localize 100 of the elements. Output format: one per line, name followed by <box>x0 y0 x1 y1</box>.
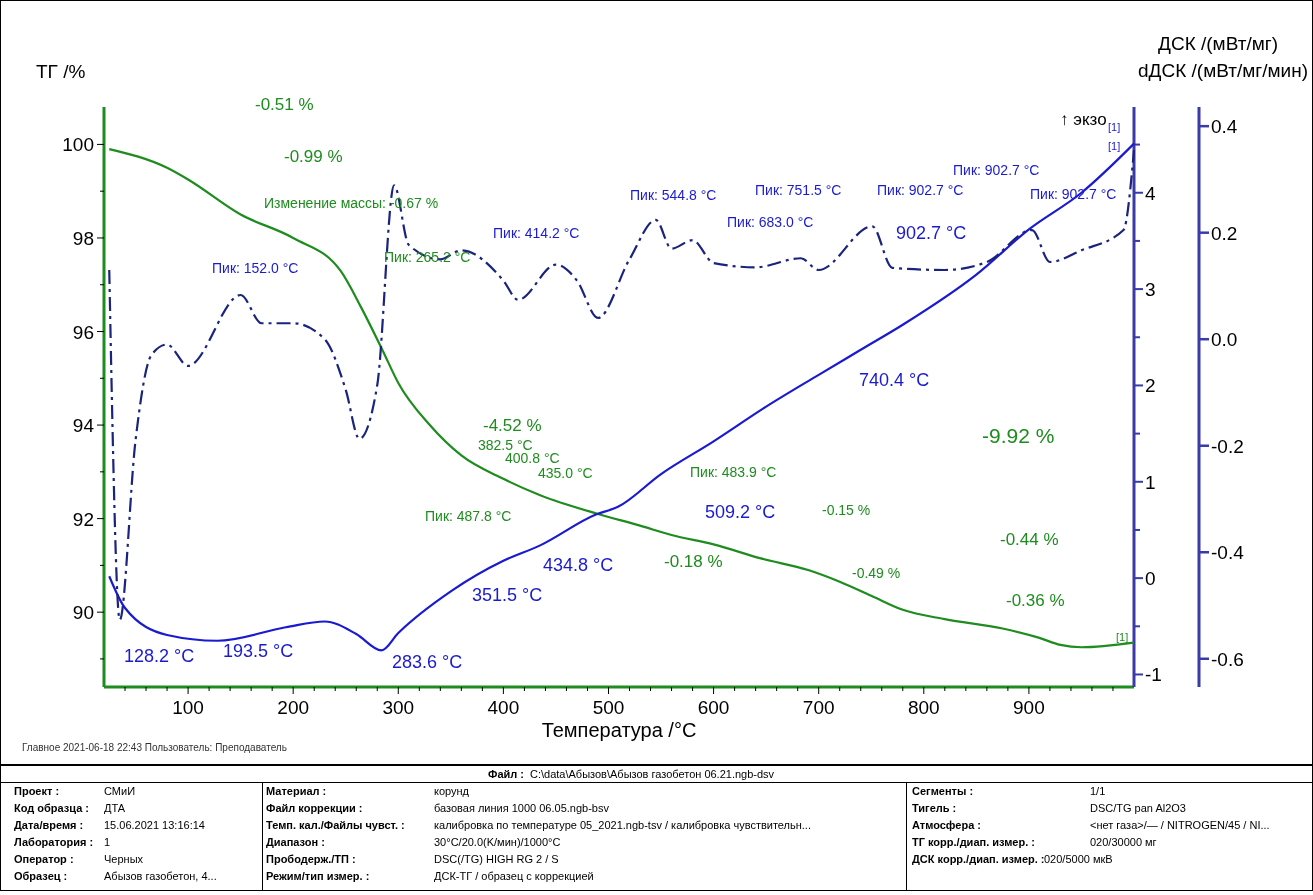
text: Режим/тип измер. : <box>266 870 370 882</box>
x-tick-label: 700 <box>802 697 835 718</box>
text: Темп. кал./Файлы чувст. : <box>266 819 405 831</box>
y-tick-label: 96 <box>72 321 94 343</box>
annotation: -0.36 % <box>1006 591 1065 610</box>
y-tick-label: 98 <box>72 227 94 249</box>
annotation: 740.4 °C <box>859 370 930 390</box>
text: Главное 2021-06-18 22:43 Пользователь: Преподаватель <box>22 742 287 753</box>
y2-tick-label: 3 <box>1145 279 1156 301</box>
text: Прободерж./ТП : <box>266 853 356 865</box>
text: Атмосфера : <box>912 819 982 831</box>
x-tick-label: 900 <box>1013 697 1045 718</box>
text: Черных <box>104 853 144 865</box>
text: ДСК корр./диап. измер. : <box>912 853 1045 865</box>
annotation: 400.8 °C <box>505 450 560 466</box>
annotation: -0.18 % <box>664 552 723 571</box>
text: ДТА <box>104 802 126 814</box>
annotation: 435.0 °C <box>538 465 593 481</box>
annotation: Пик: 683.0 °C <box>727 214 814 230</box>
x-tick-label: 500 <box>592 697 625 718</box>
annotation: Пик: 902.7 °C <box>953 162 1040 178</box>
text: Оператор : <box>14 853 74 865</box>
text: DSC/TG pan Al2O3 <box>1090 802 1186 814</box>
text: Образец : <box>14 870 68 882</box>
text: базовая линия 1000 06.05.ngb-bsv <box>434 802 610 814</box>
y-tick-label: 92 <box>72 508 94 530</box>
text: Проект : <box>14 785 60 797</box>
text: Лаборатория : <box>14 836 94 848</box>
text: 30°C/20.0(K/мин)/1000°C <box>434 836 561 848</box>
x-axis-title: Температура /°C <box>541 719 697 741</box>
annotation: Пик: 902.7 °C <box>877 182 964 198</box>
text: 1/1 <box>1090 785 1106 797</box>
x-tick-label: 200 <box>277 697 310 718</box>
annotation: 193.5 °C <box>223 641 294 661</box>
text: Диапазон : <box>266 836 325 848</box>
annotation: -0.51 % <box>255 95 314 114</box>
x-tick-label: 300 <box>382 697 415 718</box>
y2-tick-label: 0 <box>1145 568 1156 590</box>
annotation: 509.2 °C <box>705 502 776 522</box>
text: Файл : <box>488 768 524 780</box>
y3-tick-label: -0.6 <box>1211 648 1244 670</box>
text: C:\data\Абызов\Абызов газобетон 06.21.ngb-dsv <box>530 768 775 780</box>
text: Код образца : <box>14 802 90 814</box>
annotation: Пик: 414.2 °C <box>493 225 580 241</box>
text: 15.06.2021 13:16:14 <box>104 819 205 831</box>
y2-tick-label: -1 <box>1145 664 1162 686</box>
annotation: Пик: 544.8 °C <box>630 187 717 203</box>
text: Файл коррекции : <box>266 802 363 814</box>
text: Материал : <box>266 785 327 797</box>
text: СМиИ <box>104 785 136 797</box>
annotation: 283.6 °C <box>392 652 463 672</box>
annotation: -9.92 % <box>982 424 1055 447</box>
y3-tick-label: 0.2 <box>1211 222 1238 244</box>
text: Дата/время : <box>14 819 84 831</box>
annotation: 382.5 °C <box>478 437 533 453</box>
text: 020/5000 мкВ <box>1044 853 1113 865</box>
text: калибровка по температуре 05_2021.ngb-tsv / калибровка чувствительн... <box>434 819 811 831</box>
text: <нет газа>/— / NITROGEN/45 / NI... <box>1090 819 1270 831</box>
y2-tick-label: 2 <box>1145 375 1156 397</box>
annotation: -4.52 % <box>483 416 542 435</box>
annotation: 902.7 °C <box>896 223 967 243</box>
text: DSC(/TG) HIGH RG 2 / S <box>434 853 559 865</box>
y3-tick-label: -0.4 <box>1211 542 1245 564</box>
annotation: [1] <box>1116 631 1129 643</box>
annotation: Пик: 483.9 °C <box>690 464 777 480</box>
y-tick-label: 90 <box>72 602 94 624</box>
annotation: [1] <box>1108 140 1121 152</box>
x-tick-label: 600 <box>697 697 730 718</box>
annotation: -0.99 % <box>284 147 343 166</box>
annotation: 434.8 °C <box>543 555 614 575</box>
annotation: 351.5 °C <box>472 585 543 605</box>
y2-axis-title: ДСК /(мВт/мг) <box>1158 33 1278 54</box>
y3-tick-label: 0.4 <box>1211 116 1238 138</box>
annotation: -0.49 % <box>852 565 901 581</box>
text: 020/30000 мг <box>1090 836 1157 848</box>
y3-tick-label: 0.0 <box>1211 329 1238 351</box>
y-tick-label: 94 <box>72 415 95 437</box>
annotation: Пик: 152.0 °C <box>212 260 299 276</box>
text: корунд <box>434 785 470 797</box>
x-tick-label: 800 <box>907 697 940 718</box>
annotation: Пик: 487.8 °C <box>425 508 512 524</box>
y2-tick-label: 4 <box>1145 182 1156 204</box>
x-tick-label: 400 <box>487 697 520 718</box>
y3-tick-label: -0.2 <box>1211 435 1244 457</box>
annotation: [1] <box>1108 121 1121 133</box>
text: 1 <box>104 836 111 848</box>
text: Тигель : <box>912 802 957 814</box>
annotation: -0.15 % <box>822 502 871 518</box>
annotation: Пик: 751.5 °C <box>755 182 842 198</box>
text: Абызов газобетон, 4... <box>104 870 217 882</box>
text: Сегменты : <box>912 785 974 797</box>
y-axis-title: ТГ /% <box>36 61 86 82</box>
annotation: -0.44 % <box>1000 530 1059 549</box>
y3-axis-title: dДСК /(мВт/мг/мин) <box>1138 60 1308 81</box>
text: ТГ корр./диап. измер. : <box>912 836 1035 848</box>
x-tick-label: 100 <box>172 697 204 718</box>
annotation: ↑ экзо <box>1060 110 1107 129</box>
y-tick-label: 100 <box>62 134 94 156</box>
annotation: Пик: 265.2 °C <box>384 249 471 265</box>
y2-tick-label: 1 <box>1145 471 1156 493</box>
